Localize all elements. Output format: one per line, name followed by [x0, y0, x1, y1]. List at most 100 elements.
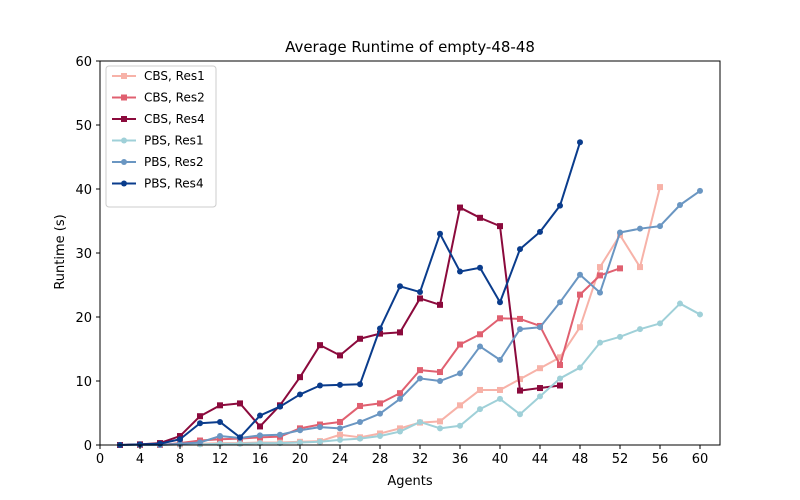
- data-point: [337, 352, 343, 359]
- data-point: [497, 223, 503, 230]
- plot-area: [117, 139, 703, 448]
- legend-label: PBS, Res1: [144, 134, 204, 148]
- data-point: [637, 326, 643, 333]
- data-point: [357, 435, 363, 442]
- data-point: [337, 418, 343, 425]
- data-point: [537, 365, 543, 372]
- y-tick-label: 50: [75, 119, 92, 134]
- data-point: [537, 393, 543, 400]
- y-axis: 0 10 20 30 40 50 60: [75, 55, 100, 454]
- data-point: [277, 403, 283, 410]
- x-tick-label: 32: [412, 452, 429, 467]
- data-point: [377, 325, 383, 332]
- data-point: [477, 214, 483, 221]
- data-point: [577, 291, 583, 298]
- data-point: [477, 386, 483, 393]
- data-point: [417, 367, 423, 374]
- data-point: [317, 424, 323, 431]
- data-point: [557, 202, 563, 209]
- legend-marker: [121, 159, 127, 165]
- data-point: [517, 326, 523, 333]
- legend-item: PBS, Res4: [112, 177, 204, 191]
- data-point: [537, 324, 543, 331]
- data-point: [417, 295, 423, 302]
- y-tick-label: 0: [84, 439, 92, 454]
- y-axis-label: Runtime (s): [53, 214, 68, 289]
- y-tick-label: 40: [75, 183, 92, 198]
- data-point: [597, 289, 603, 296]
- data-point: [397, 395, 403, 402]
- data-point: [617, 265, 623, 272]
- legend-marker: [121, 94, 127, 101]
- data-point: [217, 402, 223, 409]
- data-point: [497, 386, 503, 393]
- data-point: [457, 402, 463, 409]
- data-point: [417, 418, 423, 425]
- data-point: [257, 432, 263, 439]
- data-point: [337, 436, 343, 443]
- x-tick-label: 0: [96, 452, 104, 467]
- data-point: [477, 264, 483, 271]
- legend: CBS, Res1 CBS, Res2 CBS, Res4 PBS, Res1 PBS,…: [105, 65, 217, 208]
- series-pbs-res4: [117, 139, 583, 448]
- data-point: [357, 402, 363, 409]
- data-point: [317, 342, 323, 349]
- x-axis: 0 4 8 12 16 20 24 28 32 36 40 44 48 52 56 60: [96, 445, 708, 467]
- data-point: [637, 264, 643, 271]
- data-point: [577, 139, 583, 146]
- data-point: [437, 230, 443, 237]
- x-tick-label: 60: [692, 452, 709, 467]
- x-tick-label: 4: [136, 452, 144, 467]
- data-point: [197, 420, 203, 427]
- data-point: [257, 423, 263, 430]
- data-point: [497, 395, 503, 402]
- x-tick-label: 36: [452, 452, 469, 467]
- data-point: [437, 301, 443, 308]
- data-point: [417, 289, 423, 296]
- legend-box: [105, 65, 217, 208]
- legend-marker: [121, 180, 127, 187]
- data-point: [277, 431, 283, 438]
- data-point: [557, 382, 563, 389]
- data-point: [477, 343, 483, 350]
- y-tick-label: 20: [75, 311, 92, 326]
- data-point: [577, 324, 583, 331]
- series-line: [119, 206, 561, 446]
- legend-item: CBS, Res1: [112, 69, 205, 83]
- data-point: [257, 412, 263, 419]
- data-point: [297, 427, 303, 434]
- data-point: [457, 370, 463, 377]
- data-point: [297, 439, 303, 446]
- data-point: [557, 299, 563, 306]
- series-line: [120, 302, 701, 446]
- data-point: [437, 418, 443, 425]
- series-line: [119, 141, 581, 446]
- legend-marker: [121, 116, 127, 122]
- x-tick-label: 40: [492, 452, 509, 467]
- data-point: [397, 428, 403, 435]
- data-point: [177, 436, 183, 443]
- data-point: [637, 225, 643, 232]
- x-tick-label: 28: [372, 452, 389, 467]
- legend-label: PBS, Res2: [144, 155, 204, 169]
- data-point: [377, 410, 383, 417]
- x-tick-label: 44: [532, 452, 549, 467]
- data-point: [437, 378, 443, 384]
- data-point: [317, 382, 323, 389]
- x-tick-label: 8: [176, 452, 184, 467]
- data-point: [437, 369, 443, 376]
- data-point: [597, 264, 603, 271]
- data-point: [297, 374, 303, 381]
- data-point: [657, 320, 663, 327]
- data-point: [177, 433, 183, 440]
- data-point: [397, 425, 403, 432]
- data-point: [557, 362, 563, 368]
- data-point: [457, 341, 463, 348]
- y-tick-label: 30: [75, 247, 92, 262]
- series-pbs-res2: [117, 187, 703, 448]
- data-point: [337, 381, 343, 388]
- data-point: [377, 400, 383, 407]
- series-pbs-res1: [117, 300, 703, 448]
- data-point: [297, 391, 303, 398]
